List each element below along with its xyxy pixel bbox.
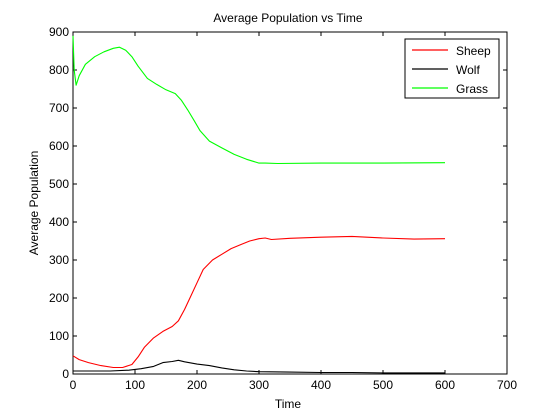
y-tick-label: 500 <box>49 177 69 191</box>
y-tick-label: 200 <box>49 291 69 305</box>
x-tick-label: 300 <box>249 378 269 392</box>
x-tick-label: 700 <box>497 378 517 392</box>
x-axis-label: Time <box>275 397 302 411</box>
x-tick-label: 200 <box>187 378 207 392</box>
x-tick-label: 500 <box>373 378 393 392</box>
y-tick-label: 300 <box>49 253 69 267</box>
series-line-grass <box>72 35 446 165</box>
y-tick-label: 700 <box>49 101 69 115</box>
legend-label-wolf: Wolf <box>456 63 480 77</box>
axis-ticks: 0 100 200 300 400 500 600 700 0 100 200 300 400 500 60… <box>49 25 517 392</box>
x-tick-label: 0 <box>70 378 77 392</box>
y-axis-label: Average Population <box>27 151 41 256</box>
y-tick-label: 0 <box>62 367 69 381</box>
series-line-wolf <box>73 359 445 374</box>
legend-label-sheep: Sheep <box>456 44 491 58</box>
x-tick-label: 100 <box>125 378 145 392</box>
chart-title: Average Population vs Time <box>213 11 363 25</box>
x-tick-label: 600 <box>435 378 455 392</box>
y-tick-label: 900 <box>49 25 69 39</box>
series-layer <box>72 35 446 374</box>
legend-label-grass: Grass <box>456 82 488 96</box>
legend: Sheep Wolf Grass <box>404 38 500 99</box>
y-tick-label: 800 <box>49 63 69 77</box>
x-tick-label: 400 <box>311 378 331 392</box>
y-tick-label: 600 <box>49 139 69 153</box>
y-tick-label: 400 <box>49 215 69 229</box>
y-tick-label: 100 <box>49 329 69 343</box>
series-line-sheep <box>72 235 446 369</box>
